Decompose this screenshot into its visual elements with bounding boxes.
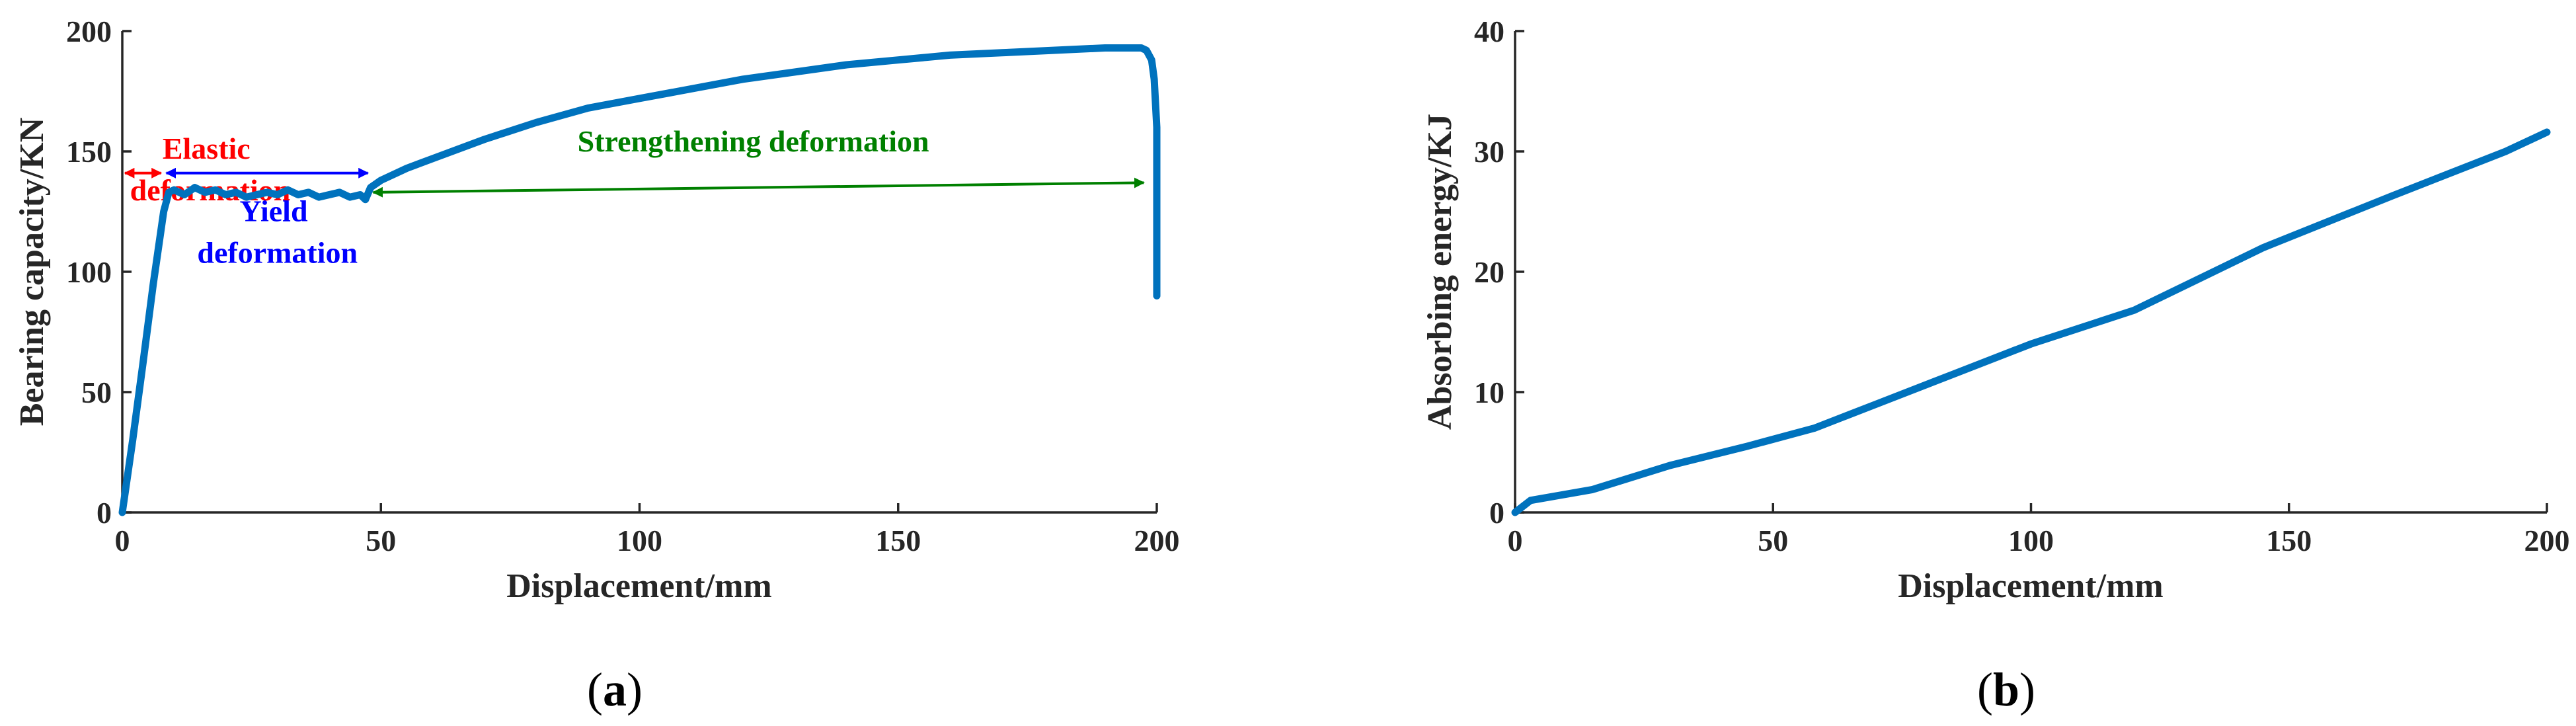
chart-a-x-tick-label: 0 — [115, 524, 130, 557]
panel-label-a: (a) — [587, 663, 643, 716]
panel-label-a-open: ( — [587, 663, 603, 716]
chart-b-x-tick-label: 100 — [2008, 524, 2054, 557]
chart-a-y-tick-label: 100 — [66, 255, 112, 289]
chart-panel-b: 0 50 100 150 200 0 10 20 30 40 Displacement/mm Ab… — [1421, 15, 2570, 716]
chart-a-x-tick-label: 50 — [366, 524, 396, 557]
panel-label-a-letter: a — [603, 663, 627, 716]
chart-a-y-tick-label: 150 — [66, 135, 112, 169]
chart-a-x-tick-label: 150 — [875, 524, 921, 557]
chart-b-y-tick-label: 30 — [1474, 135, 1504, 169]
panel-label-b-close: ) — [2019, 663, 2035, 716]
chart-b-axis-ticks: 0 50 100 150 200 0 10 20 30 40 — [1474, 15, 2570, 557]
strengthening-arrow — [372, 177, 1145, 198]
chart-a-y-axis-title: Bearing capacity/KN — [13, 118, 51, 426]
chart-a-x-tick-label: 200 — [1134, 524, 1180, 557]
chart-b-x-tick-label: 50 — [1758, 524, 1788, 557]
chart-a-series-line — [118, 44, 1161, 516]
panel-label-a-close: ) — [627, 663, 643, 716]
chart-b-y-axis-title: Absorbing energy/KJ — [1421, 114, 1459, 430]
chart-b-x-tick-label: 200 — [2524, 524, 2570, 557]
chart-b-y-tick-label: 40 — [1474, 15, 1504, 48]
chart-b-x-tick-label: 0 — [1508, 524, 1523, 557]
chart-a-axis-ticks: 0 50 100 150 200 0 50 100 150 200 — [66, 15, 1180, 557]
chart-b-x-axis-title: Displacement/mm — [1898, 567, 2163, 605]
elastic-label-line-1: Elastic — [163, 132, 251, 165]
chart-b-x-tick-label: 150 — [2266, 524, 2312, 557]
panel-label-b-letter: b — [1993, 663, 2019, 716]
chart-a-x-tick-label: 100 — [617, 524, 662, 557]
chart-b-y-tick-label: 0 — [1489, 496, 1504, 530]
chart-b-y-tick-label: 10 — [1474, 376, 1504, 409]
strengthening-deformation-label: Strengthening deformation — [578, 124, 929, 158]
chart-a-y-tick-label: 50 — [81, 376, 112, 409]
chart-b-y-tick-label: 20 — [1474, 255, 1504, 289]
chart-b-series-line — [1511, 128, 2551, 516]
yield-label-line-2: deformation — [197, 236, 358, 270]
panel-label-b: (b) — [1977, 663, 2035, 716]
chart-a-x-axis-title: Displacement/mm — [506, 567, 771, 605]
panel-label-b-open: ( — [1977, 663, 1993, 716]
chart-a-y-tick-label: 0 — [97, 496, 112, 530]
chart-panel-a: 0 50 100 150 200 0 50 100 150 200 Displacement/mm… — [13, 15, 1180, 716]
chart-a-y-tick-label: 200 — [66, 15, 112, 48]
